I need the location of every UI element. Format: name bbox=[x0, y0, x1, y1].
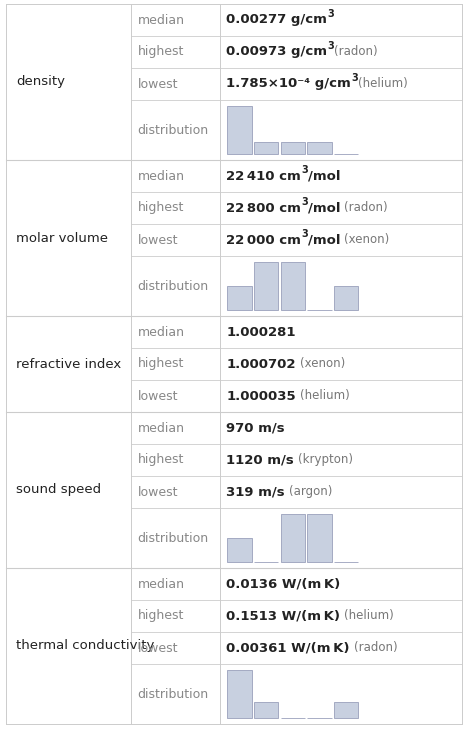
Text: /mol: /mol bbox=[308, 233, 341, 246]
Bar bbox=[334, 286, 358, 310]
Bar bbox=[227, 286, 252, 310]
Text: 22 410 cm: 22 410 cm bbox=[226, 170, 301, 183]
Text: median: median bbox=[137, 13, 185, 26]
Text: /mol: /mol bbox=[308, 170, 341, 183]
Text: 319 m/s: 319 m/s bbox=[226, 485, 285, 499]
Text: (radon): (radon) bbox=[354, 642, 397, 654]
Bar bbox=[281, 514, 305, 562]
Text: 1120 m/s: 1120 m/s bbox=[226, 453, 294, 466]
Text: highest: highest bbox=[137, 357, 184, 371]
Text: distribution: distribution bbox=[137, 279, 208, 292]
Text: highest: highest bbox=[137, 45, 184, 58]
Bar bbox=[254, 702, 278, 718]
Text: median: median bbox=[137, 325, 185, 338]
Text: 0.1513 W/(m K): 0.1513 W/(m K) bbox=[226, 610, 340, 623]
Text: highest: highest bbox=[137, 202, 184, 214]
Text: 0.00973 g/cm: 0.00973 g/cm bbox=[226, 45, 327, 58]
Text: (radon): (radon) bbox=[334, 45, 378, 58]
Text: sound speed: sound speed bbox=[16, 483, 101, 496]
Text: refractive index: refractive index bbox=[16, 357, 121, 371]
Text: 22 800 cm: 22 800 cm bbox=[226, 202, 301, 214]
Text: 3: 3 bbox=[327, 41, 334, 51]
Text: distribution: distribution bbox=[137, 124, 208, 137]
Text: lowest: lowest bbox=[137, 77, 178, 91]
Text: (helium): (helium) bbox=[358, 77, 408, 91]
Text: (argon): (argon) bbox=[289, 485, 332, 499]
Text: distribution: distribution bbox=[137, 531, 208, 545]
Text: 3: 3 bbox=[301, 230, 308, 239]
Text: (helium): (helium) bbox=[300, 390, 350, 403]
Text: highest: highest bbox=[137, 453, 184, 466]
Text: /mol: /mol bbox=[308, 202, 341, 214]
Text: distribution: distribution bbox=[137, 687, 208, 700]
Text: 0.0136 W/(m K): 0.0136 W/(m K) bbox=[226, 577, 341, 591]
Bar bbox=[281, 142, 305, 154]
Text: median: median bbox=[137, 170, 185, 183]
Bar bbox=[227, 538, 252, 562]
Bar bbox=[307, 142, 332, 154]
Text: 3: 3 bbox=[351, 73, 358, 83]
Text: (helium): (helium) bbox=[344, 610, 394, 623]
Text: lowest: lowest bbox=[137, 642, 178, 654]
Text: lowest: lowest bbox=[137, 233, 178, 246]
Text: molar volume: molar volume bbox=[16, 232, 108, 244]
Text: 1.000281: 1.000281 bbox=[226, 325, 296, 338]
Bar bbox=[254, 262, 278, 310]
Text: (xenon): (xenon) bbox=[300, 357, 345, 371]
Text: median: median bbox=[137, 577, 185, 591]
Bar bbox=[281, 262, 305, 310]
Bar bbox=[227, 106, 252, 154]
Text: highest: highest bbox=[137, 610, 184, 623]
Text: density: density bbox=[16, 75, 65, 88]
Text: thermal conductivity: thermal conductivity bbox=[16, 640, 154, 653]
Text: 1.000035: 1.000035 bbox=[226, 390, 296, 403]
Text: (radon): (radon) bbox=[344, 202, 387, 214]
Text: (krypton): (krypton) bbox=[298, 453, 353, 466]
Text: 0.00361 W/(m K): 0.00361 W/(m K) bbox=[226, 642, 350, 654]
Text: lowest: lowest bbox=[137, 485, 178, 499]
Text: 1.000702: 1.000702 bbox=[226, 357, 296, 371]
Bar bbox=[307, 514, 332, 562]
Text: 970 m/s: 970 m/s bbox=[226, 422, 285, 434]
Text: 3: 3 bbox=[301, 165, 308, 175]
Text: 1.785×10⁻⁴ g/cm: 1.785×10⁻⁴ g/cm bbox=[226, 77, 351, 91]
Text: 3: 3 bbox=[301, 197, 308, 208]
Text: 3: 3 bbox=[327, 10, 334, 19]
Bar bbox=[227, 670, 252, 718]
Bar bbox=[334, 702, 358, 718]
Text: median: median bbox=[137, 422, 185, 434]
Text: 22 000 cm: 22 000 cm bbox=[226, 233, 301, 246]
Text: 0.00277 g/cm: 0.00277 g/cm bbox=[226, 13, 327, 26]
Bar bbox=[254, 142, 278, 154]
Text: lowest: lowest bbox=[137, 390, 178, 403]
Text: (xenon): (xenon) bbox=[344, 233, 389, 246]
